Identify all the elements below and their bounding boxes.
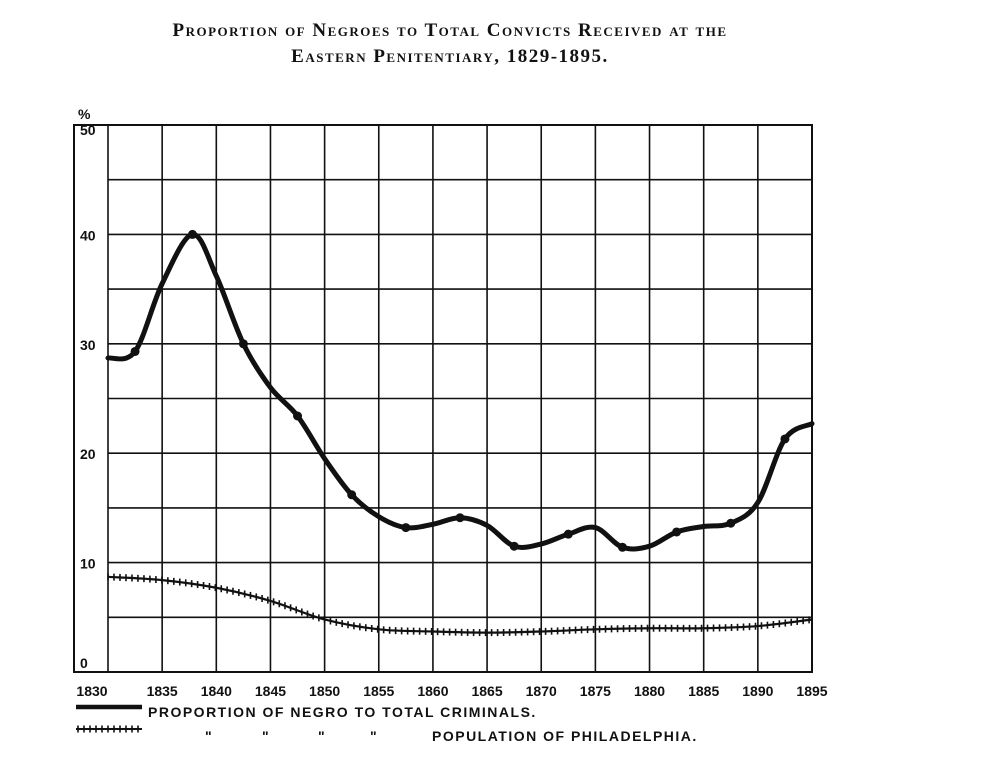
- data-point-negro-criminals: [187, 229, 197, 239]
- data-point-negro-criminals: [617, 542, 627, 552]
- y-tick-label: 20: [80, 446, 96, 462]
- chart-title-line-2: Eastern Penitentiary, 1829-1895.: [291, 46, 609, 67]
- y-tick-label: 10: [80, 556, 96, 572]
- data-point-negro-criminals: [672, 527, 682, 537]
- y-tick-label: 50: [80, 122, 96, 138]
- y-tick-label: 0: [80, 655, 88, 671]
- data-point-negro-criminals: [563, 529, 573, 539]
- x-tick-label: 1835: [147, 683, 178, 699]
- y-unit-label: %: [78, 106, 91, 122]
- x-tick-label: 1875: [580, 683, 611, 699]
- series-line-philadelphia-population: [107, 575, 813, 634]
- legend-label-philadelphia-population: POPULATION OF PHILADELPHIA.: [432, 728, 698, 744]
- data-point-negro-criminals: [401, 523, 411, 533]
- y-tick-label: 40: [80, 227, 96, 243]
- x-tick-label: 1840: [201, 683, 232, 699]
- x-tick-label: 1895: [796, 683, 827, 699]
- x-tick-label: 1860: [417, 683, 448, 699]
- y-tick-label: 30: [80, 337, 96, 353]
- data-point-negro-criminals: [293, 411, 303, 421]
- data-point-negro-criminals: [455, 513, 465, 523]
- x-tick-label: 1865: [471, 683, 502, 699]
- data-point-negro-criminals: [347, 490, 357, 500]
- data-point-negro-criminals: [509, 541, 519, 551]
- x-tick-label: 1870: [526, 683, 557, 699]
- x-tick-label: 1890: [742, 683, 773, 699]
- legend-label-negro-criminals: PROPORTION OF NEGRO TO TOTAL CRIMINALS.: [148, 704, 537, 720]
- data-point-negro-criminals: [238, 339, 248, 349]
- x-tick-label: 1830: [76, 683, 107, 699]
- series-line-negro-criminals: [105, 231, 815, 552]
- legend-ditto-mark: ": [318, 728, 326, 744]
- data-point-negro-criminals: [726, 518, 736, 528]
- data-point-negro-criminals: [780, 434, 790, 444]
- chart-title-line-1: Proportion of Negroes to Total Convicts …: [172, 20, 728, 41]
- x-tick-label: 1855: [363, 683, 394, 699]
- data-point-negro-criminals: [130, 346, 140, 356]
- x-tick-label: 1885: [688, 683, 719, 699]
- legend-ditto-mark: ": [205, 728, 213, 744]
- legend-ditto-mark: ": [370, 728, 378, 744]
- x-tick-label: 1845: [255, 683, 286, 699]
- x-tick-label: 1850: [309, 683, 340, 699]
- x-tick-label: 1880: [634, 683, 665, 699]
- legend-ditto-mark: ": [262, 728, 270, 744]
